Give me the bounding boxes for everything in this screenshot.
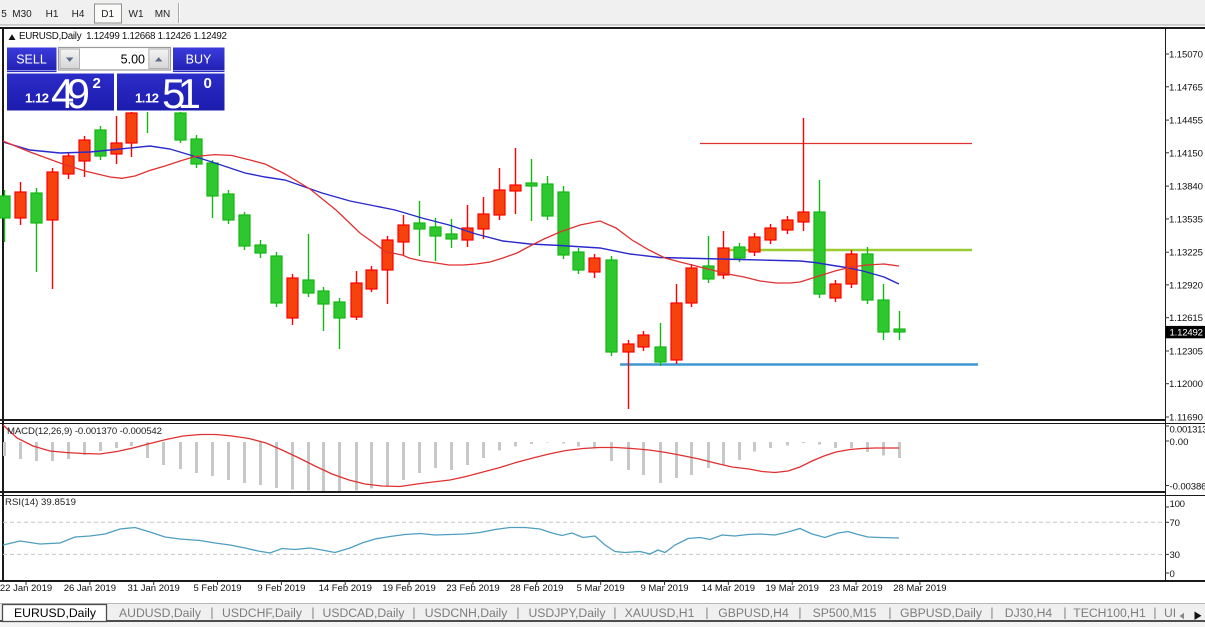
svg-text:49: 49 <box>51 70 90 117</box>
svg-text:51: 51 <box>162 70 201 117</box>
svg-text:1.12000: 1.12000 <box>1169 379 1203 390</box>
svg-text:BUY: BUY <box>186 53 212 67</box>
svg-text:H4: H4 <box>72 9 85 20</box>
svg-text:W1: W1 <box>129 9 144 20</box>
svg-text:1.13225: 1.13225 <box>1169 248 1203 259</box>
svg-text:1.13840: 1.13840 <box>1169 182 1203 193</box>
svg-text:1.12492: 1.12492 <box>1170 328 1204 339</box>
svg-text:30: 30 <box>1170 550 1181 561</box>
svg-text:1.12305: 1.12305 <box>1169 347 1203 358</box>
svg-text:SP500,M15: SP500,M15 <box>813 606 877 620</box>
svg-text:31 Jan 2019: 31 Jan 2019 <box>128 583 180 594</box>
svg-text:|: | <box>1153 606 1156 620</box>
svg-text:|: | <box>990 606 993 620</box>
svg-text:|: | <box>705 606 708 620</box>
svg-text:M30: M30 <box>12 9 32 20</box>
svg-text:GBPUSD,H4: GBPUSD,H4 <box>718 606 789 620</box>
svg-text:|: | <box>210 606 213 620</box>
svg-text:70: 70 <box>1170 518 1181 529</box>
svg-text:H1: H1 <box>46 9 59 20</box>
svg-text:AUDUSD,Daily: AUDUSD,Daily <box>119 606 202 620</box>
svg-text:|: | <box>311 606 314 620</box>
svg-text:EURUSD,Daily 1.12499 1.12668: EURUSD,Daily 1.12499 1.12668 1.12426 1.1… <box>19 31 227 42</box>
svg-text:TECH100,H1: TECH100,H1 <box>1073 606 1146 620</box>
svg-text:XAUUSD,H1: XAUUSD,H1 <box>625 606 695 620</box>
svg-text:2: 2 <box>93 75 101 92</box>
svg-text:23 Mar 2019: 23 Mar 2019 <box>829 583 882 594</box>
svg-text:D1: D1 <box>101 9 114 20</box>
svg-text:28 Feb 2019: 28 Feb 2019 <box>510 583 563 594</box>
svg-text:1.14150: 1.14150 <box>1169 148 1203 159</box>
svg-text:0.001313: 0.001313 <box>1170 425 1205 436</box>
svg-text:22 Jan 2019: 22 Jan 2019 <box>0 583 52 594</box>
svg-text:|: | <box>613 606 616 620</box>
svg-text:1.14765: 1.14765 <box>1169 82 1203 93</box>
svg-text:|: | <box>1063 606 1066 620</box>
svg-text:9 Mar 2019: 9 Mar 2019 <box>640 583 688 594</box>
svg-text:5: 5 <box>1 9 7 20</box>
svg-text:100: 100 <box>1170 499 1186 510</box>
svg-text:23 Feb 2019: 23 Feb 2019 <box>446 583 499 594</box>
svg-text:MACD(12,26,9) -0.001370 -0.000: MACD(12,26,9) -0.001370 -0.000542 <box>7 426 162 437</box>
svg-text:MN: MN <box>155 9 171 20</box>
svg-text:0: 0 <box>204 75 212 92</box>
svg-text:USDCAD,Daily: USDCAD,Daily <box>323 606 406 620</box>
svg-text:1.14455: 1.14455 <box>1169 116 1203 127</box>
svg-text:1.15070: 1.15070 <box>1169 50 1203 61</box>
svg-text:0.00: 0.00 <box>1170 437 1189 448</box>
svg-text:|: | <box>888 606 891 620</box>
svg-text:5.00: 5.00 <box>121 53 145 67</box>
svg-text:SELL: SELL <box>16 53 47 67</box>
svg-text:1.12920: 1.12920 <box>1169 280 1203 291</box>
svg-text:1.13535: 1.13535 <box>1169 214 1203 225</box>
svg-text:RSI(14) 39.8519: RSI(14) 39.8519 <box>5 497 76 508</box>
svg-text:0: 0 <box>1170 569 1175 580</box>
svg-text:1.12: 1.12 <box>135 91 159 106</box>
svg-text:28 Mar 2019: 28 Mar 2019 <box>893 583 946 594</box>
svg-text:-0.00386: -0.00386 <box>1170 481 1205 492</box>
svg-text:19 Feb 2019: 19 Feb 2019 <box>382 583 435 594</box>
svg-text:26 Jan 2019: 26 Jan 2019 <box>64 583 116 594</box>
svg-text:14 Mar 2019: 14 Mar 2019 <box>702 583 755 594</box>
svg-text:EURUSD,Daily: EURUSD,Daily <box>14 606 97 620</box>
svg-text:USDJPY,Daily: USDJPY,Daily <box>529 606 607 620</box>
svg-text:UI: UI <box>1164 606 1176 620</box>
svg-text:19 Mar 2019: 19 Mar 2019 <box>766 583 819 594</box>
svg-text:|: | <box>798 606 801 620</box>
svg-text:5 Feb 2019: 5 Feb 2019 <box>194 583 242 594</box>
svg-text:USDCHF,Daily: USDCHF,Daily <box>222 606 303 620</box>
svg-text:|: | <box>516 606 519 620</box>
svg-text:1.12615: 1.12615 <box>1169 313 1203 324</box>
svg-text:USDCNH,Daily: USDCNH,Daily <box>425 606 509 620</box>
svg-text:1.11690: 1.11690 <box>1169 413 1203 424</box>
svg-text:1.12: 1.12 <box>25 91 49 106</box>
svg-text:|: | <box>412 606 415 620</box>
svg-text:GBPUSD,Daily: GBPUSD,Daily <box>900 606 983 620</box>
svg-text:DJ30,H4: DJ30,H4 <box>1005 606 1053 620</box>
svg-text:9 Feb 2019: 9 Feb 2019 <box>257 583 305 594</box>
svg-text:14 Feb 2019: 14 Feb 2019 <box>319 583 372 594</box>
svg-text:5 Mar 2019: 5 Mar 2019 <box>577 583 625 594</box>
